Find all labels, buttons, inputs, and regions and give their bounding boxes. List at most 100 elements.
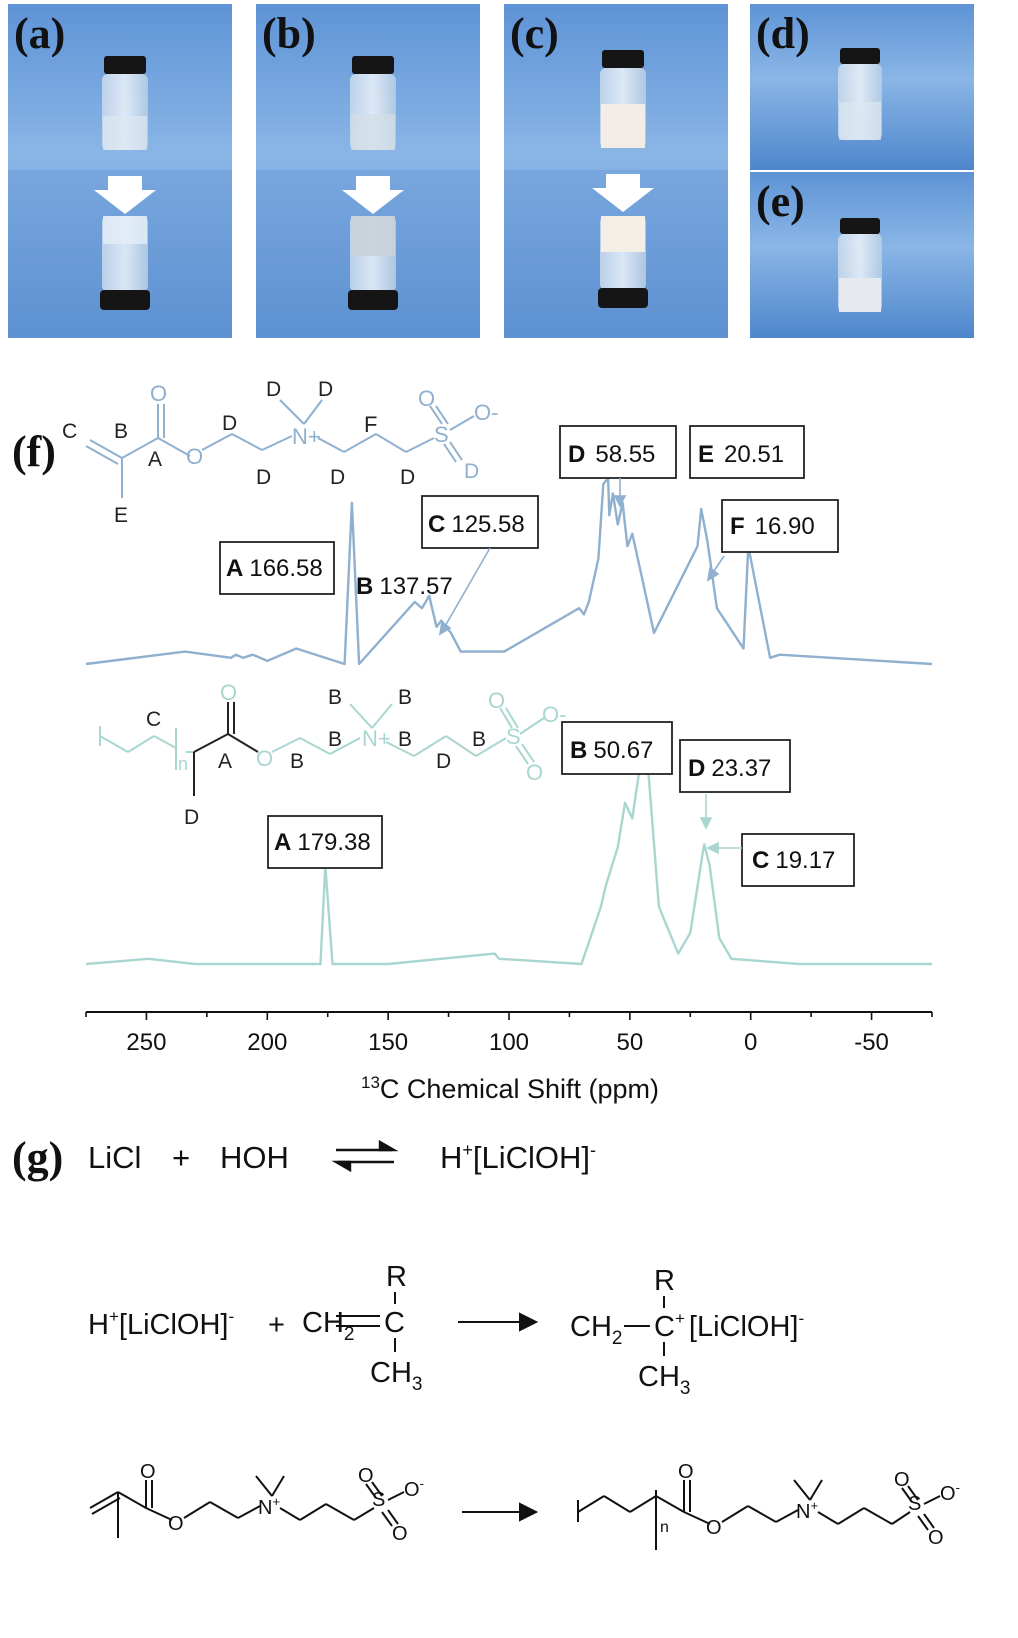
x-axis-tick-label: 100 (489, 1029, 529, 1056)
monomer-carbonyl-o: O (150, 381, 167, 406)
panel-label-c: (c) (510, 9, 559, 58)
svg-text:O-: O- (404, 1476, 424, 1501)
equilibrium-arrow (331, 1139, 399, 1173)
polymer-spectrum-line (85, 728, 932, 966)
polymer-structure (99, 726, 194, 770)
svg-text:H+[LiClOH]-: H+[LiClOH]- (440, 1140, 596, 1175)
svg-text:S: S (908, 1493, 921, 1515)
svg-text:H+[LiClOH]-: H+[LiClOH]- (88, 1307, 234, 1341)
monomer-spectrum-line (85, 476, 933, 666)
svg-text:D: D (184, 806, 199, 829)
equation-3-monomer (89, 1475, 405, 1538)
svg-text:B: B (328, 686, 342, 709)
svg-text:B: B (472, 728, 486, 751)
x-axis-tick-label: 250 (126, 1029, 166, 1056)
svg-text:O: O (678, 1461, 694, 1483)
monomer-peak-arrows (438, 478, 725, 636)
polymer-s: S (506, 724, 521, 749)
svg-text:O-: O- (940, 1480, 960, 1505)
svg-text:O: O (894, 1469, 910, 1491)
svg-text:+: + (172, 1140, 190, 1175)
svg-text:D: D (464, 460, 479, 483)
svg-text:D: D (256, 466, 271, 489)
svg-text:D: D (266, 380, 281, 401)
monomer-o-minus: O- (474, 400, 498, 425)
svg-text:CH2: CH2 (570, 1311, 622, 1349)
panel-label-e: (e) (756, 177, 805, 226)
svg-text:O: O (928, 1527, 944, 1549)
panel-label-g: (g) (12, 1133, 63, 1182)
polymer-peak-labels: A 179.38 B 50.67 D 23.37 C 19.17 (267, 721, 855, 887)
monomer-s: S (434, 422, 449, 447)
x-axis-tick-label: -50 (854, 1029, 889, 1056)
svg-text:D: D (436, 750, 451, 773)
polymer-n-plus: N+ (362, 726, 391, 751)
svg-text:E: E (114, 504, 128, 527)
svg-text:B: B (328, 728, 342, 751)
equation-3-polymer (577, 1479, 941, 1550)
polymer-s-o: O (488, 688, 505, 713)
svg-text:O: O (168, 1513, 184, 1535)
svg-text:O: O (140, 1461, 156, 1483)
svg-text:CH3: CH3 (638, 1361, 690, 1399)
svg-text:D: D (330, 466, 345, 489)
panel-label-f: (f) (12, 427, 56, 476)
photo-panel-e (750, 172, 974, 338)
svg-text:O: O (358, 1465, 374, 1487)
x-axis-label: 13C Chemical Shift (ppm) (361, 1073, 659, 1104)
polymer-carbonyl-o: O (220, 680, 237, 705)
svg-text:O: O (392, 1523, 408, 1545)
panel-label-d: (d) (756, 9, 810, 58)
svg-text:N+: N+ (258, 1494, 280, 1519)
photo-panel-c (504, 4, 728, 338)
polymer-ester-o: O (256, 746, 273, 771)
svg-text:LiCl: LiCl (88, 1140, 141, 1175)
svg-text:R: R (386, 1261, 407, 1293)
photo-panel-d (750, 4, 974, 170)
equation-1: LiCl + HOH H+[LiClOH]- (88, 1140, 596, 1175)
svg-text:C+[LiClOH]-: C+ [LiClOH]- (654, 1309, 804, 1343)
svg-text:A: A (218, 750, 232, 773)
nmr-spectrum-figure: (f) O O N+ F S O- O C B A E (12, 380, 933, 1104)
monomer-s-o: O (418, 386, 435, 411)
x-axis: 250 200 150 100 50 0 -50 (85, 1011, 933, 1056)
monomer-ester-o: O (186, 444, 203, 469)
svg-text:B: B (398, 728, 412, 751)
polymer-s-o2: O (526, 760, 543, 785)
svg-text:D: D (222, 412, 237, 435)
svg-text:n: n (660, 1519, 669, 1536)
svg-text:D: D (400, 466, 415, 489)
reaction-scheme: (g) LiCl + HOH H+[LiClOH]- H+[LiClOH]- +… (12, 1133, 960, 1550)
svg-text:+: + (268, 1309, 285, 1341)
svg-text:F16.90: F 16.90 (730, 513, 815, 540)
monomer-structure (85, 399, 475, 498)
monomer-label-f: F (364, 412, 377, 437)
equation-3-monomer-atoms: O O N+ S O O O- (140, 1461, 424, 1545)
svg-text:B: B (290, 750, 304, 773)
svg-text:D: D (318, 380, 333, 401)
equation-3-arrow (462, 1502, 539, 1522)
spectra-layer (85, 476, 933, 966)
photo-panel-a (8, 4, 232, 338)
svg-text:B50.67: B 50.67 (570, 737, 653, 764)
svg-text:R: R (654, 1265, 675, 1297)
svg-text:O: O (706, 1517, 722, 1539)
polymer-peak-arrows (699, 794, 742, 855)
svg-text:E20.51: E 20.51 (698, 441, 784, 468)
polymer-atoms: O O N+ S O- O n (178, 680, 566, 774)
monomer-n-plus: N+ (292, 424, 321, 449)
x-axis-tick-label: 150 (368, 1029, 408, 1056)
svg-text:N+: N+ (796, 1498, 818, 1523)
polymer-bonds-dark (193, 702, 259, 796)
panel-label-a: (a) (14, 9, 66, 58)
monomer-carbon-labels: C B A E D D D D D D D D (62, 380, 479, 527)
svg-text:S: S (372, 1489, 385, 1511)
svg-text:C: C (384, 1307, 405, 1339)
x-axis-tick-label: 200 (247, 1029, 287, 1056)
monomer-atoms: O O N+ F S O- O (150, 381, 498, 469)
